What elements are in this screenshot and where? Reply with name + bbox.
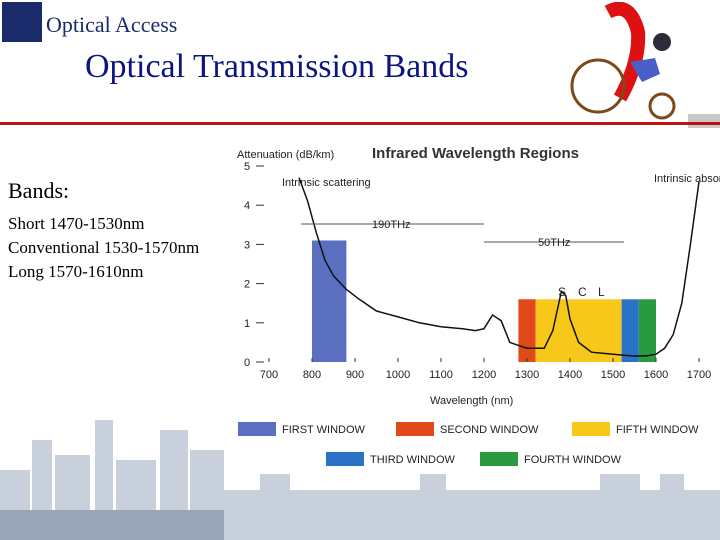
band-rect-2 (535, 299, 622, 362)
legend-swatch-3 (326, 452, 364, 466)
bands-text-block: Bands: Short 1470-1530nm Conventional 15… (8, 178, 199, 284)
x-tick-7: 1400 (558, 369, 582, 381)
x-tick-5: 1200 (472, 369, 496, 381)
chart-title: Infrared Wavelength Regions (372, 145, 579, 162)
company-logo-icon (2, 2, 42, 42)
band-rects (312, 240, 656, 362)
annotation-c: C (578, 285, 587, 299)
logo-text: Optical Access (46, 12, 178, 37)
y-tick-1: 1 (244, 318, 250, 330)
band-rect-1 (518, 299, 536, 362)
y-tick-4: 4 (244, 200, 250, 212)
y-ticks: 0 1 2 3 4 5 (244, 161, 264, 369)
title-rule (0, 122, 720, 125)
x-tick-9: 1600 (644, 369, 668, 381)
x-axis-label: Wavelength (nm) (430, 395, 513, 407)
legend-swatch-1 (396, 422, 434, 436)
x-tick-10: 1700 (687, 369, 711, 381)
band-item-conventional: Conventional 1530-1570nm (8, 238, 200, 257)
x-tick-6: 1300 (515, 369, 539, 381)
annotation-l: L (598, 285, 605, 299)
legend-swatch-4 (480, 452, 518, 466)
annotation-intrinsic-absorption: Intrinsic absorption (654, 173, 720, 185)
band-item-short: Short 1470-1530nm (8, 214, 145, 233)
chart: Infrared Wavelength Regions Attenuation … (224, 138, 720, 474)
y-tick-3: 3 (244, 239, 250, 251)
legend-label-0: FIRST WINDOW (282, 424, 366, 436)
annotation-intrinsic-scattering: Intrinsic scattering (282, 177, 371, 189)
band-rect-4 (638, 299, 656, 362)
x-tick-2: 900 (346, 369, 364, 381)
bands-heading: Bands: (8, 178, 70, 203)
band-rect-3 (621, 299, 639, 362)
x-tick-3: 1000 (386, 369, 410, 381)
chart-legend: FIRST WINDOW SECOND WINDOW FIFTH WINDOW THI… (238, 422, 699, 466)
annotation-190thz: 190THz (372, 219, 411, 231)
x-tick-4: 1100 (429, 369, 453, 381)
legend-label-3: THIRD WINDOW (370, 454, 456, 466)
legend-label-2: FIFTH WINDOW (616, 424, 699, 436)
y-tick-0: 0 (244, 357, 250, 369)
y-tick-2: 2 (244, 279, 250, 291)
cyclist-mascot-icon (570, 2, 720, 128)
x-tick-0: 700 (260, 369, 278, 381)
legend-swatch-2 (572, 422, 610, 436)
band-item-long: Long 1570-1610nm (8, 262, 144, 281)
legend-label-1: SECOND WINDOW (440, 424, 539, 436)
slide-title: Optical Transmission Bands (85, 48, 469, 85)
annotation-s: S (558, 285, 566, 299)
y-tick-5: 5 (244, 161, 250, 173)
annotation-50thz: 50THz (538, 237, 570, 249)
legend-label-4: FOURTH WINDOW (524, 454, 622, 466)
band-rect-0 (312, 240, 347, 362)
x-ticks: 700 800 900 1000 1100 1200 1300 1400 1500 1600 170… (260, 358, 711, 381)
y-axis-label: Attenuation (dB/km) (237, 149, 334, 161)
attenuation-curve (298, 177, 700, 357)
x-tick-8: 1500 (601, 369, 625, 381)
city-skyline-background (0, 420, 720, 540)
legend-swatch-0 (238, 422, 276, 436)
x-tick-1: 800 (303, 369, 321, 381)
